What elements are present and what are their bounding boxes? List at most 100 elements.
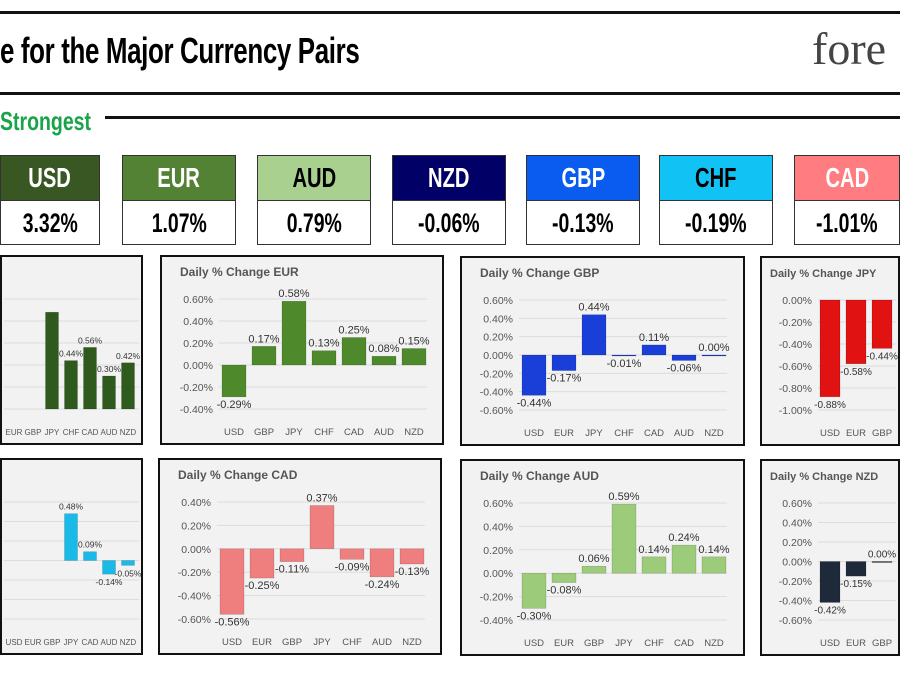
y-tick-label: -0.40% <box>779 596 812 608</box>
currency-change-value: 1.07% <box>151 208 207 238</box>
x-tick-label: JPY <box>45 428 60 437</box>
data-label: -0.30% <box>517 610 552 622</box>
x-tick-label: EUR <box>846 428 866 439</box>
y-tick-label: 0.40% <box>483 313 513 325</box>
currency-change-value: -0.19% <box>685 208 747 238</box>
data-label: 0.09% <box>78 540 103 550</box>
bar <box>309 505 335 550</box>
x-tick-label: NZD <box>404 427 424 438</box>
chart-panel: Daily % Change NZD 0.60% 0.40% 0.20% 0.00% -0… <box>760 459 900 656</box>
chart-title: Daily % Change GBP <box>480 266 599 280</box>
y-tick-label: 0.20% <box>483 545 513 557</box>
chart-panel: Daily % Change GBP 0.60% 0.40% 0.20% 0.00% -0… <box>460 256 745 446</box>
y-tick-label: 0.00% <box>483 350 513 362</box>
currency-change: -1.01% <box>795 201 899 246</box>
data-label: 0.25% <box>338 325 369 337</box>
y-tick-label: 0.20% <box>183 338 213 350</box>
x-tick-label: GBP <box>44 638 61 647</box>
currency-header: GBP <box>527 156 639 201</box>
chart-title: Daily % Change NZD <box>770 471 878 483</box>
page-title: e for the Major Currency Pairs <box>0 30 360 71</box>
bar-chart: Daily % Change CAD 0.40% 0.20% 0.00% -0.20% -… <box>178 468 430 648</box>
x-tick-label: EUR <box>846 638 866 649</box>
data-label: -0.13% <box>395 566 430 578</box>
data-label: -0.05% <box>115 568 141 578</box>
y-tick-label: 0.00% <box>483 568 513 580</box>
bar <box>279 548 305 562</box>
bar <box>701 556 727 574</box>
chart-title: Daily % Change CAD <box>178 468 298 482</box>
data-label: 0.59% <box>608 491 639 503</box>
data-label: -0.15% <box>840 579 872 590</box>
x-tick-label: JPY <box>313 637 331 648</box>
currency-header: USD <box>1 156 99 201</box>
x-tick-label: CAD <box>644 428 664 439</box>
brand-logo: fore <box>812 23 887 74</box>
data-label: 0.42% <box>116 351 141 361</box>
bar <box>521 572 547 609</box>
bar <box>401 348 427 366</box>
x-tick-label: CAD <box>82 428 99 437</box>
y-tick-label: 0.40% <box>483 521 513 533</box>
bar <box>819 561 841 603</box>
data-label: -0.25% <box>245 580 280 592</box>
y-tick-label: 0.00% <box>782 295 812 307</box>
currency-change: -0.19% <box>660 201 772 246</box>
y-tick-label: -0.40% <box>480 615 513 627</box>
chart-panel: Daily % Change AUD 0.60% 0.40% 0.20% 0.00% -0… <box>460 459 745 656</box>
y-tick-label: -0.20% <box>480 592 513 604</box>
currency-code: USD <box>28 162 72 193</box>
bar <box>845 561 867 577</box>
x-tick-label: GBP <box>254 427 274 438</box>
bar <box>121 362 135 410</box>
data-label: -0.11% <box>275 564 309 576</box>
bar <box>581 314 607 356</box>
bar <box>45 311 59 410</box>
data-label: 0.14% <box>698 544 729 556</box>
x-tick-label: AUD <box>374 427 394 438</box>
currency-header: NZD <box>393 156 505 201</box>
data-label: 0.15% <box>398 336 429 348</box>
ranking-rule <box>105 116 900 119</box>
data-label: 0.08% <box>368 343 399 355</box>
currency-box-cad: CAD -1.01% <box>794 155 900 245</box>
x-tick-label: CHF <box>342 637 362 648</box>
data-label: -0.09% <box>335 561 370 573</box>
x-tick-label: GBP <box>282 637 302 648</box>
x-tick-label: CAD <box>82 638 99 647</box>
x-tick-label: GBP <box>872 428 892 439</box>
bar <box>221 364 247 398</box>
bar <box>611 354 637 357</box>
bar <box>102 560 116 575</box>
bar <box>551 572 577 583</box>
y-tick-label: -0.80% <box>779 383 812 395</box>
x-tick-label: EUR <box>25 638 42 647</box>
currency-code: CHF <box>695 162 737 193</box>
y-tick-label: -0.60% <box>178 614 211 626</box>
x-tick-label: USD <box>6 638 23 647</box>
x-tick-label: CAD <box>674 638 694 649</box>
currency-code: CAD <box>825 162 869 193</box>
y-tick-label: -0.40% <box>480 387 513 399</box>
x-tick-label: JPY <box>64 638 79 647</box>
x-tick-label: NZD <box>704 428 724 439</box>
y-tick-label: -0.40% <box>178 591 211 603</box>
x-tick-label: USD <box>224 427 244 438</box>
currency-change-value: -1.01% <box>816 208 878 238</box>
data-label: 0.06% <box>578 553 609 565</box>
y-tick-label: 0.20% <box>782 537 812 549</box>
y-tick-label: -0.20% <box>180 382 213 394</box>
currency-box-eur: EUR 1.07% <box>122 155 236 245</box>
bar <box>399 548 425 565</box>
x-tick-label: JPY <box>585 428 603 439</box>
x-tick-label: JPY <box>615 638 633 649</box>
currency-change: 0.79% <box>258 201 370 246</box>
x-tick-label: USD <box>222 637 242 648</box>
currency-box-aud: AUD 0.79% <box>257 155 371 245</box>
bar <box>871 561 893 563</box>
chart-title: Daily % Change AUD <box>480 469 599 483</box>
currency-code: AUD <box>292 162 336 193</box>
top-rule <box>0 11 900 14</box>
bar <box>341 337 367 366</box>
y-tick-label: -0.20% <box>480 368 513 380</box>
